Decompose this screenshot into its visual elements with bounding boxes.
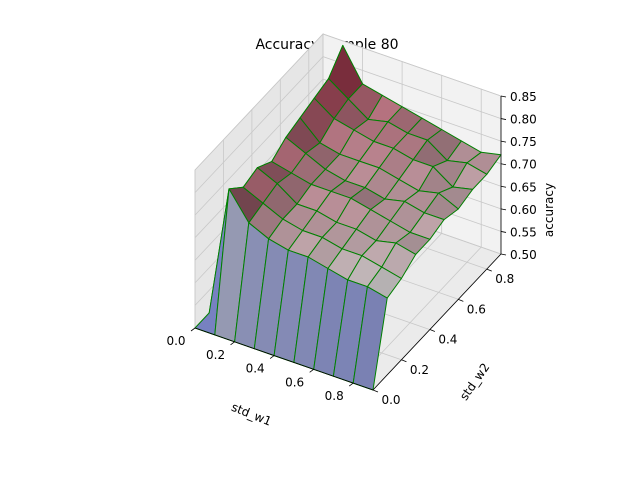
z-tick-label: 0.60	[510, 203, 537, 217]
z-tick-label: 0.55	[510, 225, 537, 239]
surface	[194, 44, 502, 391]
y-tick-label: 0.4	[438, 333, 457, 347]
y-axis-line	[372, 253, 502, 391]
x-tick-mark	[269, 355, 275, 359]
z-gridline	[194, 33, 502, 171]
y-tick-label: 0.0	[381, 393, 400, 407]
z-tick-label: 0.80	[510, 113, 537, 127]
y-tick-mark	[401, 359, 407, 363]
z-tick-label: 0.50	[510, 248, 537, 262]
x-tick-label: 0.6	[285, 375, 304, 389]
z-tick-mark	[500, 231, 507, 233]
z-tick-mark	[500, 118, 507, 120]
z-tick-mark	[500, 208, 507, 211]
y-tick-mark	[429, 329, 436, 332]
y-tick-label: 0.8	[495, 272, 514, 286]
x-axis-label: std_w1	[229, 400, 273, 429]
z-gridline	[194, 78, 502, 216]
x-tick-label: 0.2	[206, 348, 225, 362]
x-tick-label: 0.4	[246, 362, 265, 376]
axes-decor: 0.0 0.2 0.4 0.6 0.8 0.0 0.2 0.4 0.6 0.8 0.50 0.55 0.…	[166, 90, 536, 407]
y-tick-mark	[458, 298, 464, 302]
z-tick-mark	[500, 95, 507, 98]
z-gridline	[194, 56, 502, 193]
z-tick-mark	[500, 253, 507, 256]
y-axis-label: std_w2	[457, 360, 493, 402]
z-tick-label: 0.85	[510, 90, 537, 104]
y-tick-label: 0.6	[467, 302, 486, 316]
x-tick-label: 0.0	[166, 334, 185, 348]
z-tick-label: 0.65	[510, 180, 537, 194]
y-tick-mark	[486, 268, 492, 272]
z-axis-label: accuracy	[542, 183, 556, 237]
x-tick-label: 0.8	[325, 389, 344, 403]
x-tick-mark	[230, 341, 235, 346]
y-tick-label: 0.2	[410, 363, 429, 377]
z-tick-mark	[500, 163, 507, 166]
z-tick-mark	[500, 185, 507, 188]
x-tick-mark	[348, 382, 354, 387]
x-tick-mark	[309, 369, 314, 373]
z-tick-label: 0.70	[510, 158, 537, 172]
x-tick-mark	[190, 327, 196, 332]
z-tick-mark	[500, 140, 507, 143]
x-axis-line	[194, 327, 374, 391]
z-tick-label: 0.75	[510, 135, 537, 149]
y-tick-mark	[372, 389, 379, 393]
